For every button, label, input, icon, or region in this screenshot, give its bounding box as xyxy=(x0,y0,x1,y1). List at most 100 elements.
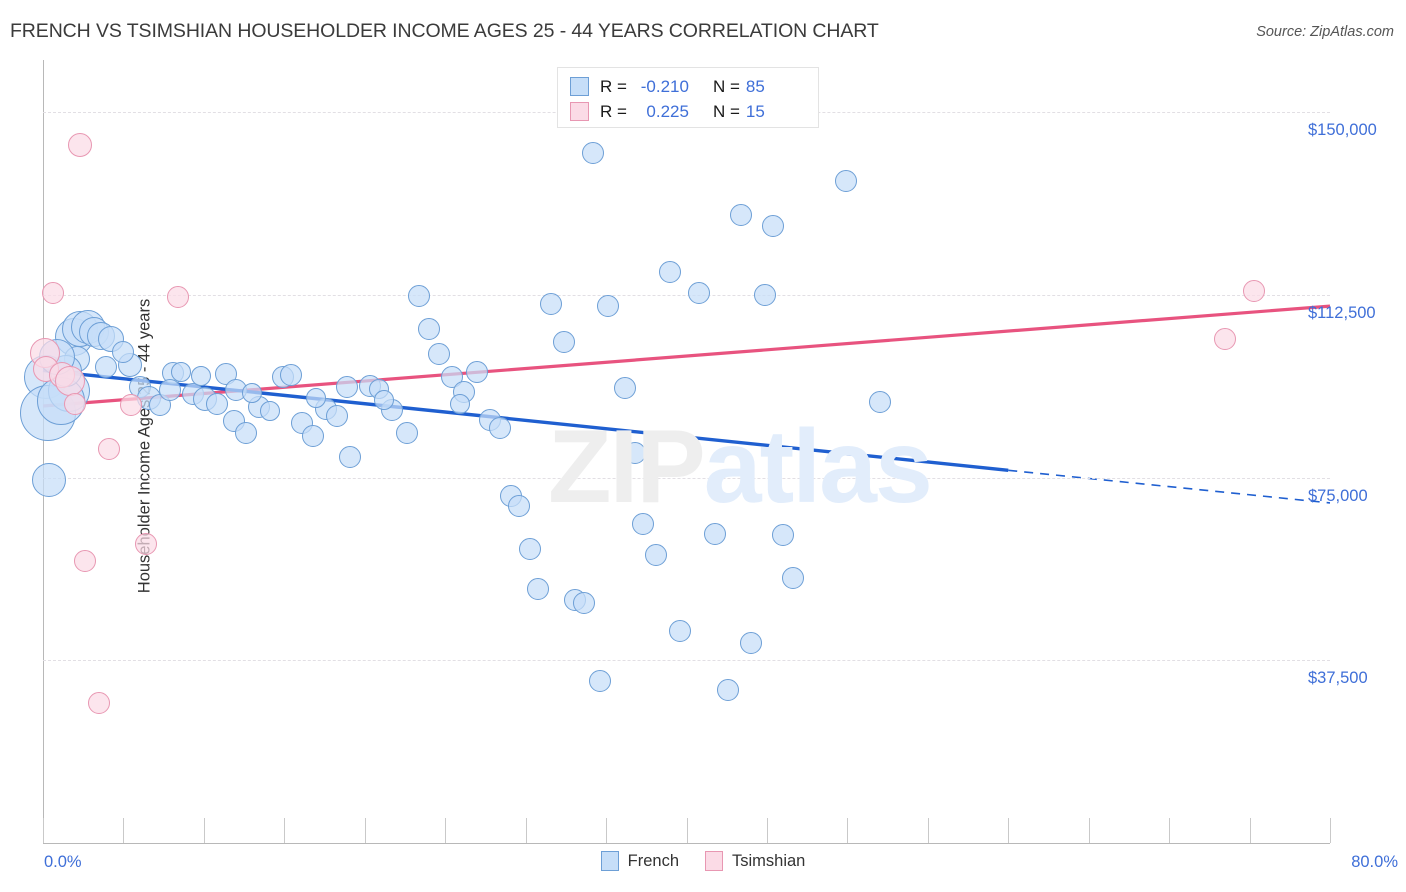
data-point-french[interactable] xyxy=(588,670,611,693)
data-point-french[interactable] xyxy=(279,363,302,386)
data-point-french[interactable] xyxy=(669,620,692,643)
data-point-french[interactable] xyxy=(171,361,192,382)
gridline xyxy=(43,660,1330,662)
series-legend-item-tsimshian[interactable]: Tsimshian xyxy=(705,851,805,871)
y-axis-tick-label: $112,500 xyxy=(1308,303,1376,322)
gridline xyxy=(43,477,1330,479)
data-point-tsimshian[interactable] xyxy=(167,285,190,308)
series-label-tsimshian: Tsimshian xyxy=(732,851,806,870)
data-point-french[interactable] xyxy=(632,513,655,536)
data-point-tsimshian[interactable] xyxy=(64,392,87,415)
data-point-french[interactable] xyxy=(519,537,542,560)
data-point-french[interactable] xyxy=(259,400,280,421)
n-value-french: 85 xyxy=(745,76,765,96)
data-point-tsimshian[interactable] xyxy=(1243,280,1266,303)
x-axis-tick xyxy=(847,818,849,843)
data-point-tsimshian[interactable] xyxy=(41,281,64,304)
data-point-french[interactable] xyxy=(644,543,667,566)
data-point-french[interactable] xyxy=(94,356,117,379)
x-axis-tick xyxy=(766,818,768,843)
data-point-french[interactable] xyxy=(427,343,450,366)
data-point-tsimshian[interactable] xyxy=(134,532,157,555)
r-label-tsimshian: R = xyxy=(600,101,627,121)
data-point-french[interactable] xyxy=(868,391,891,414)
data-point-french[interactable] xyxy=(596,294,619,317)
data-point-french[interactable] xyxy=(508,494,531,517)
x-axis-tick xyxy=(1330,818,1331,843)
data-point-french[interactable] xyxy=(326,405,349,428)
data-point-french[interactable] xyxy=(374,390,395,411)
data-point-french[interactable] xyxy=(717,679,740,702)
x-axis-tick xyxy=(1008,818,1010,843)
data-point-french[interactable] xyxy=(704,522,727,545)
data-point-french[interactable] xyxy=(408,285,431,308)
data-point-french[interactable] xyxy=(336,375,359,398)
data-point-french[interactable] xyxy=(730,203,753,226)
trend-line xyxy=(1008,469,1331,504)
y-axis-tick-label: $150,000 xyxy=(1308,121,1377,140)
data-point-french[interactable] xyxy=(449,394,470,415)
data-point-french[interactable] xyxy=(242,382,263,403)
legend-swatch-tsimshian xyxy=(570,102,589,121)
x-axis-tick xyxy=(1249,818,1251,843)
x-axis-tick xyxy=(43,818,44,843)
x-axis-tick xyxy=(525,818,527,843)
data-point-tsimshian[interactable] xyxy=(88,692,111,715)
data-point-french[interactable] xyxy=(112,340,135,363)
data-point-french[interactable] xyxy=(582,142,605,165)
data-point-french[interactable] xyxy=(739,631,762,654)
data-point-french[interactable] xyxy=(488,417,511,440)
n-label-french: N = xyxy=(712,76,740,96)
data-point-french[interactable] xyxy=(302,425,325,448)
x-axis-tick xyxy=(123,818,125,843)
data-point-tsimshian[interactable] xyxy=(120,394,143,416)
series-legend-item-french[interactable]: French xyxy=(600,851,679,871)
data-point-tsimshian[interactable] xyxy=(55,366,86,397)
data-point-french[interactable] xyxy=(418,318,441,340)
x-axis-max-label: 80.0% xyxy=(1351,853,1398,871)
source-attribution: Source: ZipAtlas.com xyxy=(1256,24,1394,40)
data-point-tsimshian[interactable] xyxy=(68,132,92,157)
data-point-french[interactable] xyxy=(772,524,795,547)
data-point-french[interactable] xyxy=(339,446,362,469)
data-point-french[interactable] xyxy=(762,215,785,238)
data-point-french[interactable] xyxy=(659,261,682,284)
x-axis-tick xyxy=(203,818,205,843)
stat-row-french: R = -0.210 N = 85 xyxy=(570,74,808,99)
y-axis-line xyxy=(43,60,44,844)
data-point-french[interactable] xyxy=(159,379,182,402)
data-point-french[interactable] xyxy=(614,377,637,400)
data-point-french[interactable] xyxy=(572,591,595,614)
data-point-tsimshian[interactable] xyxy=(1214,327,1237,350)
n-label-tsimshian: N = xyxy=(712,101,740,121)
data-point-french[interactable] xyxy=(834,170,857,193)
data-point-tsimshian[interactable] xyxy=(73,550,96,573)
series-swatch-french xyxy=(600,851,619,871)
data-point-french[interactable] xyxy=(553,330,576,353)
data-point-french[interactable] xyxy=(234,422,257,445)
data-point-tsimshian[interactable] xyxy=(97,437,120,460)
data-point-french[interactable] xyxy=(781,567,804,590)
data-point-french[interactable] xyxy=(205,392,228,415)
x-axis-min-label: 0.0% xyxy=(44,853,82,871)
data-point-french[interactable] xyxy=(466,361,489,384)
correlation-stats-legend: R = -0.210 N = 85 R = 0.225 N = 15 xyxy=(557,67,819,128)
trendline-layer xyxy=(42,304,1331,504)
n-value-tsimshian: 15 xyxy=(745,101,765,121)
data-point-french[interactable] xyxy=(527,578,550,601)
data-point-french[interactable] xyxy=(306,387,327,408)
plot-area xyxy=(19,60,1331,843)
x-axis-tick xyxy=(1088,818,1090,843)
data-point-french[interactable] xyxy=(395,421,418,444)
data-point-french[interactable] xyxy=(624,441,647,464)
data-point-french[interactable] xyxy=(754,284,777,307)
data-point-french[interactable] xyxy=(190,365,211,386)
data-point-french[interactable] xyxy=(32,463,67,498)
data-point-french[interactable] xyxy=(540,293,563,316)
y-axis-tick-label: $75,000 xyxy=(1308,486,1368,505)
r-value-french: -0.210 xyxy=(640,76,689,96)
data-point-french[interactable] xyxy=(688,281,711,304)
x-axis-tick xyxy=(364,818,366,843)
legend-swatch-french xyxy=(570,77,589,96)
